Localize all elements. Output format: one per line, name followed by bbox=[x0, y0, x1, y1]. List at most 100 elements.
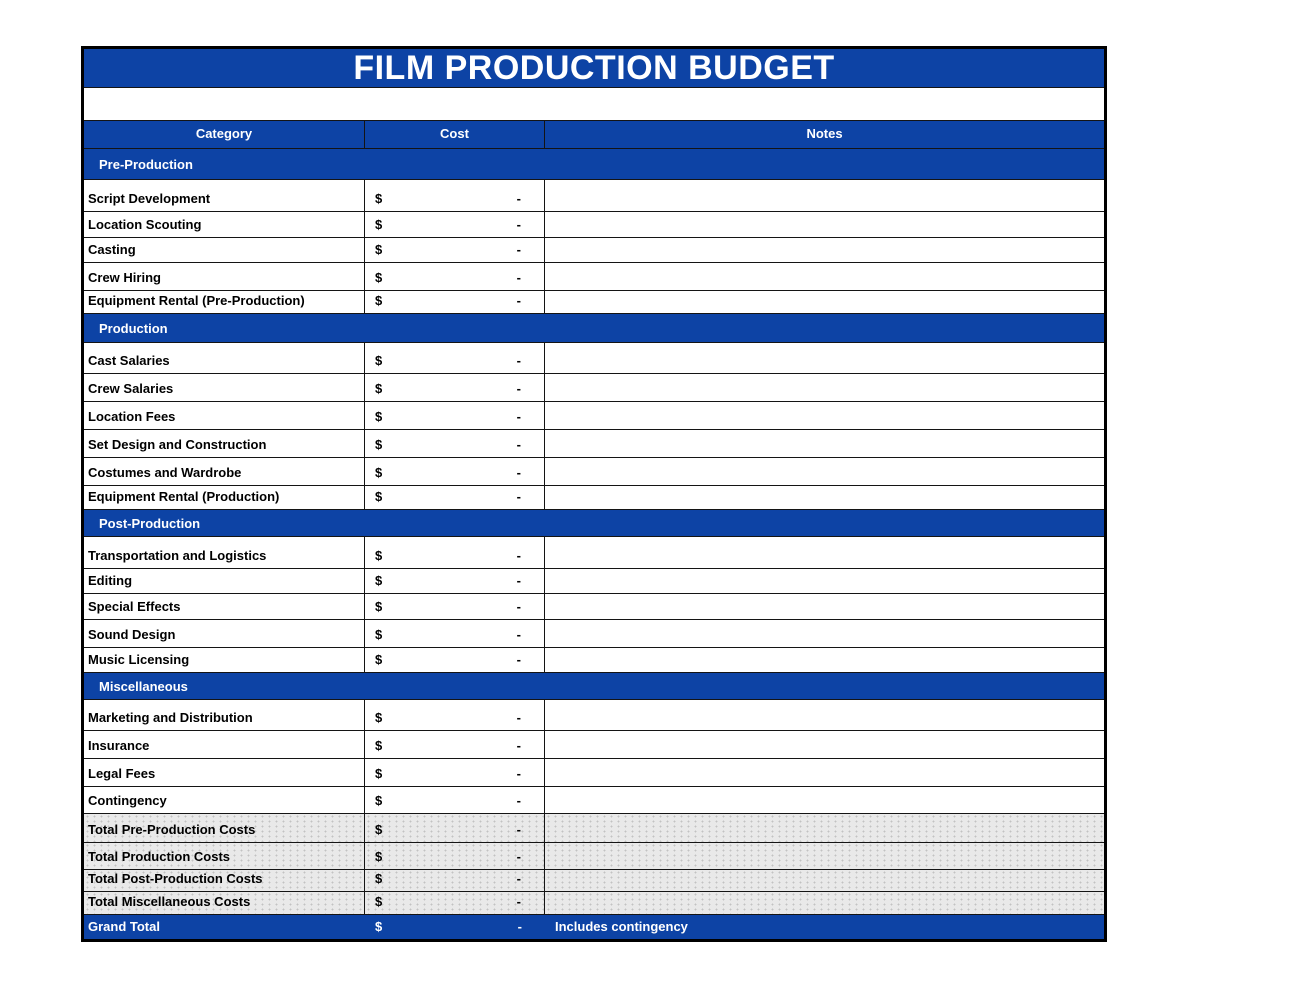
category-cell[interactable]: Contingency bbox=[84, 787, 365, 813]
cost-cell[interactable]: $ - bbox=[365, 537, 545, 568]
cost-cell[interactable]: $ - bbox=[365, 594, 545, 619]
category-cell[interactable]: Legal Fees bbox=[84, 759, 365, 786]
notes-cell[interactable] bbox=[545, 263, 1104, 290]
cost-cell[interactable]: $ - bbox=[365, 180, 545, 211]
currency-symbol: $ bbox=[375, 893, 383, 909]
cost-cell[interactable]: $ - bbox=[365, 212, 545, 237]
row-label: Total Production Costs bbox=[88, 848, 231, 864]
notes-cell[interactable] bbox=[545, 402, 1104, 429]
notes-cell bbox=[545, 843, 1104, 869]
notes-cell[interactable] bbox=[545, 700, 1104, 730]
total-label-cell: Total Production Costs bbox=[84, 843, 365, 869]
notes-cell[interactable] bbox=[545, 537, 1104, 568]
category-cell[interactable]: Equipment Rental (Pre-Production) bbox=[84, 291, 365, 313]
notes-cell[interactable] bbox=[545, 343, 1104, 373]
category-cell[interactable]: Crew Hiring bbox=[84, 263, 365, 290]
row-label: Insurance bbox=[88, 737, 150, 753]
table-row: Script Development $ - bbox=[84, 180, 1104, 212]
category-cell[interactable]: Special Effects bbox=[84, 594, 365, 619]
category-cell[interactable]: Equipment Rental (Production) bbox=[84, 486, 365, 509]
notes-cell[interactable] bbox=[545, 291, 1104, 313]
table-row: Equipment Rental (Production) $ - bbox=[84, 486, 1104, 510]
section-header-pre-production: Pre-Production bbox=[84, 149, 1104, 180]
cost-cell[interactable]: $ - bbox=[365, 238, 545, 262]
currency-symbol: $ bbox=[375, 848, 383, 864]
currency-symbol: $ bbox=[375, 626, 383, 642]
cost-cell[interactable]: $ - bbox=[365, 731, 545, 758]
notes-cell[interactable] bbox=[545, 594, 1104, 619]
cost-cell[interactable]: $ - bbox=[365, 402, 545, 429]
category-cell[interactable]: Cast Salaries bbox=[84, 343, 365, 373]
notes-cell[interactable] bbox=[545, 759, 1104, 786]
amount-value: - bbox=[517, 918, 522, 934]
category-cell[interactable]: Costumes and Wardrobe bbox=[84, 458, 365, 485]
cost-cell[interactable]: $ - bbox=[365, 648, 545, 672]
notes-cell[interactable] bbox=[545, 731, 1104, 758]
cost-cell[interactable]: $ - bbox=[365, 458, 545, 485]
row-label: Total Miscellaneous Costs bbox=[88, 893, 251, 909]
currency-symbol: $ bbox=[375, 292, 383, 308]
table-row: Equipment Rental (Pre-Production) $ - bbox=[84, 291, 1104, 314]
cost-cell[interactable]: $ - bbox=[365, 263, 545, 290]
row-label: Contingency bbox=[88, 792, 167, 808]
category-cell[interactable]: Casting bbox=[84, 238, 365, 262]
notes-cell[interactable] bbox=[545, 787, 1104, 813]
cost-cell[interactable]: $ - bbox=[365, 787, 545, 813]
amount-value: - bbox=[516, 765, 521, 781]
notes-cell bbox=[545, 870, 1104, 891]
notes-cell[interactable] bbox=[545, 620, 1104, 647]
notes-cell[interactable] bbox=[545, 430, 1104, 457]
row-label: Transportation and Logistics bbox=[88, 547, 267, 563]
category-cell[interactable]: Music Licensing bbox=[84, 648, 365, 672]
category-cell[interactable]: Editing bbox=[84, 569, 365, 593]
category-cell[interactable]: Location Fees bbox=[84, 402, 365, 429]
cost-cell[interactable]: $ - bbox=[365, 343, 545, 373]
total-row: Total Post-Production Costs $ - bbox=[84, 870, 1104, 892]
cost-cell[interactable]: $ - bbox=[365, 430, 545, 457]
category-cell[interactable]: Location Scouting bbox=[84, 212, 365, 237]
table-row: Costumes and Wardrobe $ - bbox=[84, 458, 1104, 486]
amount-value: - bbox=[516, 870, 521, 886]
cost-cell[interactable]: $ - bbox=[365, 374, 545, 401]
notes-cell[interactable] bbox=[545, 238, 1104, 262]
currency-symbol: $ bbox=[375, 765, 383, 781]
category-cell[interactable]: Insurance bbox=[84, 731, 365, 758]
notes-cell[interactable] bbox=[545, 180, 1104, 211]
section-header-post-production: Post-Production bbox=[84, 510, 1104, 537]
category-cell[interactable]: Sound Design bbox=[84, 620, 365, 647]
total-row: Total Miscellaneous Costs $ - bbox=[84, 892, 1104, 915]
category-cell[interactable]: Crew Salaries bbox=[84, 374, 365, 401]
currency-symbol: $ bbox=[375, 821, 383, 837]
amount-value: - bbox=[516, 464, 521, 480]
row-label: Location Scouting bbox=[88, 216, 202, 232]
section-label: Pre-Production bbox=[99, 156, 193, 172]
category-cell[interactable]: Script Development bbox=[84, 180, 365, 211]
notes-cell[interactable] bbox=[545, 569, 1104, 593]
currency-symbol: $ bbox=[375, 918, 383, 934]
section-label: Miscellaneous bbox=[99, 678, 188, 694]
cost-cell[interactable]: $ - bbox=[365, 569, 545, 593]
category-cell[interactable]: Transportation and Logistics bbox=[84, 537, 365, 568]
cost-cell[interactable]: $ - bbox=[365, 620, 545, 647]
currency-symbol: $ bbox=[375, 737, 383, 753]
category-cell[interactable]: Marketing and Distribution bbox=[84, 700, 365, 730]
row-label: Location Fees bbox=[88, 408, 176, 424]
notes-cell[interactable] bbox=[545, 458, 1104, 485]
cost-cell[interactable]: $ - bbox=[365, 486, 545, 509]
cost-cell[interactable]: $ - bbox=[365, 291, 545, 313]
amount-value: - bbox=[516, 547, 521, 563]
notes-cell bbox=[545, 814, 1104, 842]
notes-cell[interactable] bbox=[545, 486, 1104, 509]
row-label: Music Licensing bbox=[88, 651, 190, 667]
cost-cell[interactable]: $ - bbox=[365, 700, 545, 730]
notes-cell[interactable] bbox=[545, 374, 1104, 401]
category-cell[interactable]: Set Design and Construction bbox=[84, 430, 365, 457]
column-header-cost: Cost bbox=[365, 121, 545, 148]
column-header-category: Category bbox=[84, 121, 365, 148]
cost-cell[interactable]: $ - bbox=[365, 759, 545, 786]
row-label: Costumes and Wardrobe bbox=[88, 464, 242, 480]
row-label: Equipment Rental (Production) bbox=[88, 488, 280, 504]
notes-cell[interactable] bbox=[545, 212, 1104, 237]
amount-value: - bbox=[516, 821, 521, 837]
notes-cell[interactable] bbox=[545, 648, 1104, 672]
